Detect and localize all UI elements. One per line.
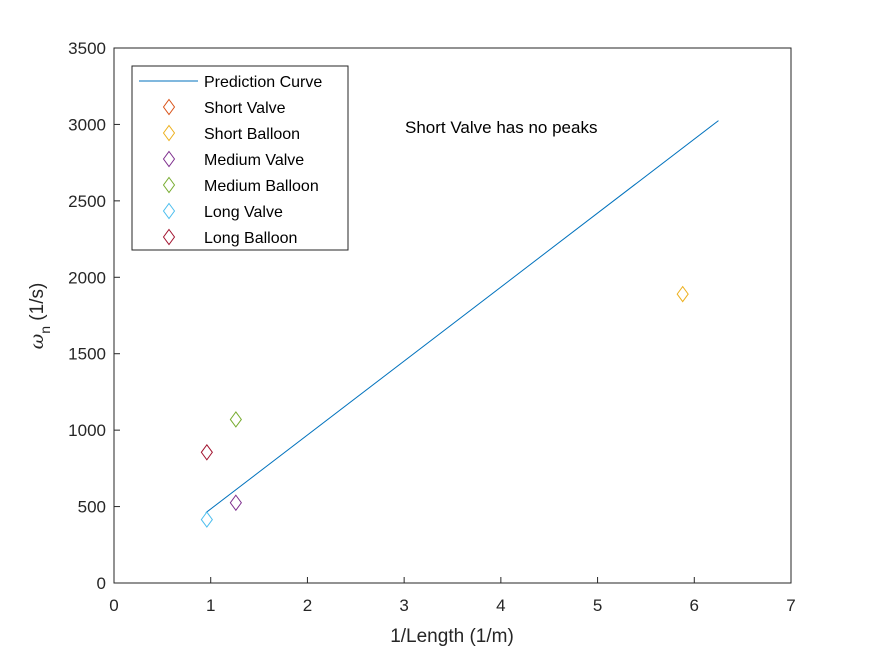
x-tick-label: 2 <box>303 596 312 615</box>
x-tick-label: 4 <box>496 596 505 615</box>
legend-medium-balloon-swatch <box>162 176 176 194</box>
annotation-text: Short Valve has no peaks <box>405 118 597 137</box>
legend-short-balloon-label: Short Balloon <box>204 126 300 143</box>
medium-balloon-point <box>229 411 242 428</box>
y-axis-label-symbol: ω <box>26 334 48 350</box>
x-axis-label: 1/Length (1/m) <box>390 626 514 647</box>
x-tick-label: 6 <box>690 596 699 615</box>
legend-long-balloon-label: Long Balloon <box>204 230 297 247</box>
y-axis-label-subscript: n <box>37 326 53 334</box>
x-tick-label: 0 <box>109 596 118 615</box>
legend-medium-valve-swatch <box>162 150 176 168</box>
ticks-layer: 0 1 2 3 4 5 6 7 0 500 1000 1500 2000 2500 3000 3500 <box>68 39 796 615</box>
axes-layer <box>113 47 792 584</box>
y-tick-label: 1000 <box>68 421 106 440</box>
y-tick-label: 3500 <box>68 39 106 58</box>
data-layer <box>200 120 719 528</box>
legend-box <box>131 65 349 251</box>
legend-short-valve-label: Short Valve <box>204 100 286 117</box>
y-tick-label: 2500 <box>68 192 106 211</box>
legend-medium-balloon-label: Medium Balloon <box>204 178 319 195</box>
axes-box <box>113 47 792 584</box>
y-tick-label: 2000 <box>68 268 106 287</box>
y-axis-label: ωn (1/s) <box>26 283 53 350</box>
prediction-curve-line <box>205 120 719 514</box>
legend-long-balloon-swatch <box>162 228 176 246</box>
y-tick-label: 1500 <box>68 345 106 364</box>
x-tick-label: 1 <box>206 596 215 615</box>
legend-long-valve-swatch <box>162 202 176 220</box>
x-tick-label: 3 <box>399 596 408 615</box>
x-tick-label: 7 <box>786 596 795 615</box>
legend-long-valve-label: Long Valve <box>204 204 283 221</box>
long-valve-point <box>200 511 213 528</box>
x-tick-label: 5 <box>593 596 602 615</box>
y-tick-label: 0 <box>97 574 106 593</box>
y-axis-label-unit: (1/s) <box>27 283 48 326</box>
legend: Prediction Curve Short Valve Short Balloon… <box>131 65 349 251</box>
y-tick-label: 3000 <box>68 115 106 134</box>
legend-short-valve-swatch <box>162 98 176 116</box>
legend-short-balloon-swatch <box>162 124 176 142</box>
legend-medium-valve-label: Medium Valve <box>204 152 304 169</box>
legend-prediction-curve-label: Prediction Curve <box>204 74 322 91</box>
medium-valve-point <box>229 494 242 512</box>
long-balloon-point <box>200 443 213 461</box>
y-tick-label: 500 <box>78 498 106 517</box>
short-balloon-point <box>676 285 689 303</box>
